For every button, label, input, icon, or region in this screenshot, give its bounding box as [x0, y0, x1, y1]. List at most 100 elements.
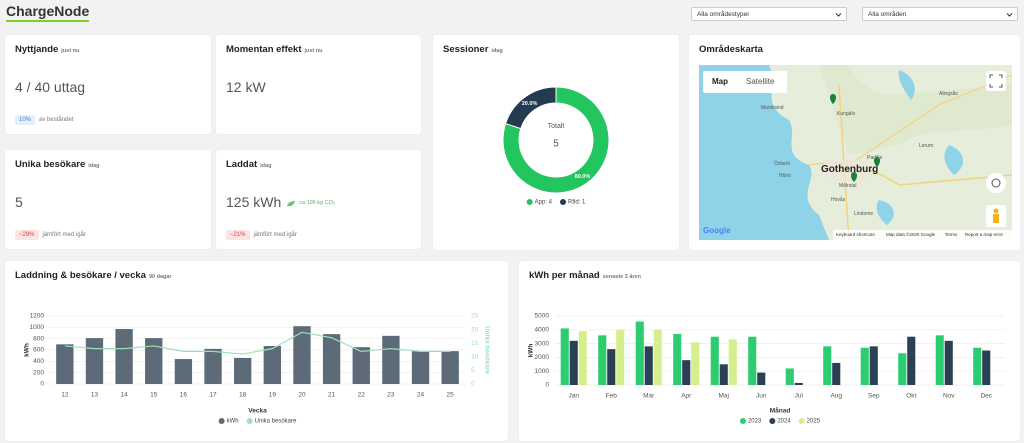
- card-title: Momentan effekt just nu: [226, 44, 323, 55]
- bar: [85, 338, 104, 384]
- x-tick-label: 12: [61, 392, 69, 399]
- map-button[interactable]: Map: [712, 77, 728, 86]
- map-marker[interactable]: [851, 172, 857, 182]
- center-value: 5: [553, 139, 559, 150]
- x-tick-label: 20: [298, 392, 306, 399]
- x-tick-label: 14: [120, 392, 128, 399]
- bar: [728, 339, 737, 385]
- logo[interactable]: ChargeNode: [6, 3, 90, 22]
- y2-tick-label: 25: [471, 313, 479, 320]
- legend-swatch: [769, 418, 776, 424]
- bar: [748, 336, 757, 385]
- place-label: Alingsås: [939, 90, 958, 97]
- x-axis-label: Vecka: [248, 408, 267, 415]
- bar: [860, 347, 869, 385]
- y2-tick-label: 15: [471, 340, 479, 347]
- map-marker[interactable]: [830, 94, 836, 104]
- legend: 2023 2024 2025: [739, 418, 821, 425]
- bar: [682, 360, 691, 385]
- legend-swatch: [739, 418, 746, 424]
- bar: [263, 346, 281, 384]
- x-tick-label: Apr: [681, 393, 692, 400]
- area-select[interactable]: Alla områden: [862, 7, 1018, 21]
- bar: [569, 340, 578, 385]
- y-tick-label: 2000: [535, 354, 550, 361]
- title-text: Laddat: [226, 159, 258, 170]
- leaf-icon: [287, 201, 296, 207]
- place-label: Marstrand: [761, 105, 784, 111]
- x-tick-label: 25: [447, 392, 455, 399]
- bar: [598, 335, 607, 385]
- chevron: [835, 13, 842, 17]
- place-label: Mölndal: [839, 183, 857, 189]
- donut-chart: 80.0% 20.0% Totalt 5 App: 4 Rfid: 1: [502, 86, 610, 206]
- badge: just nu: [61, 48, 80, 54]
- location-button[interactable]: [986, 173, 1006, 193]
- map[interactable]: Marstrand Kungälv Öckerö Hönö Gothenburg…: [699, 65, 1012, 240]
- map-card: Områdeskarta Marstrand Kungälv Öckerö Hö…: [689, 35, 1020, 250]
- change-pill: 10%: [15, 115, 36, 125]
- change-note: jämfört med igår: [42, 232, 86, 238]
- attribution[interactable]: Keyboard shortcuts: [836, 232, 876, 237]
- place-label: Lindome: [854, 211, 873, 217]
- map-marker[interactable]: [874, 157, 880, 167]
- badge: idag: [491, 48, 503, 54]
- legend-swatch: [218, 418, 225, 424]
- area-type-select[interactable]: Alla områdestyper: [691, 7, 847, 21]
- co2-note: ca 105 kg CO₂: [299, 200, 336, 207]
- bar: [352, 347, 370, 384]
- bar: [719, 364, 728, 385]
- kpi-change: 10% av beståndet: [15, 115, 73, 125]
- lake: [898, 70, 915, 100]
- y-axis-label: kWh: [24, 343, 31, 357]
- x-tick-label: Feb: [606, 393, 618, 400]
- legend-swatch: [526, 199, 533, 205]
- y-tick-label: 1000: [535, 368, 550, 375]
- x-tick-label: Jul: [795, 393, 804, 400]
- legend-swatch: [246, 418, 253, 424]
- satellite-button[interactable]: Satellite: [746, 77, 775, 86]
- kpi-value: 125 kWh ca 105 kg CO₂: [226, 194, 335, 210]
- donut-slice: [504, 86, 557, 130]
- bar: [411, 351, 430, 384]
- bar: [823, 346, 832, 385]
- monthly-chart: 0 1000 2000 3000 4000 5000 Jan Feb Mar Apr Maj Jun J…: [528, 313, 1005, 425]
- bar: [710, 336, 719, 385]
- y-tick-label: 0: [545, 382, 549, 389]
- title-text: Nyttjande: [15, 44, 59, 55]
- select-text: Alla områden: [868, 11, 907, 18]
- pegman-icon: [993, 214, 999, 223]
- place-label: Hönö: [779, 173, 791, 179]
- x-tick-label: Mar: [643, 393, 655, 400]
- bar: [234, 357, 252, 384]
- y2-tick-label: 0: [471, 381, 475, 388]
- x-tick-label: Jan: [569, 393, 580, 400]
- city-label: Gothenburg: [821, 164, 878, 175]
- bar: [757, 372, 766, 385]
- fullscreen-button[interactable]: [986, 71, 1006, 91]
- kpi-card: Momentan effekt just nu 12 kW: [216, 35, 421, 134]
- x-tick-label: 13: [91, 392, 99, 399]
- bar: [935, 335, 944, 385]
- attribution[interactable]: Report a map error: [965, 232, 1004, 237]
- location-icon: [991, 178, 1001, 188]
- badge: just nu: [304, 48, 323, 54]
- attribution[interactable]: Terms: [945, 232, 958, 237]
- y-tick-label: 0: [40, 381, 44, 388]
- x-tick-label: Dec: [980, 393, 992, 400]
- bar: [145, 338, 163, 384]
- card-title: Nyttjande just nu: [15, 44, 79, 55]
- bar: [441, 351, 459, 384]
- bar: [944, 340, 953, 385]
- badge: idag: [260, 163, 272, 169]
- legend-label: 2023: [748, 419, 762, 425]
- slice-label: 20.0%: [522, 101, 538, 107]
- x-tick-label: 16: [180, 392, 188, 399]
- bar: [644, 346, 653, 385]
- select-text: Alla områdestyper: [697, 11, 750, 18]
- y-tick-label: 4000: [535, 327, 550, 334]
- bar: [982, 350, 991, 385]
- x-tick-label: Aug: [830, 393, 842, 400]
- kpi-card: Unika besökare idag 5 −29% jämfört med igå…: [5, 150, 211, 249]
